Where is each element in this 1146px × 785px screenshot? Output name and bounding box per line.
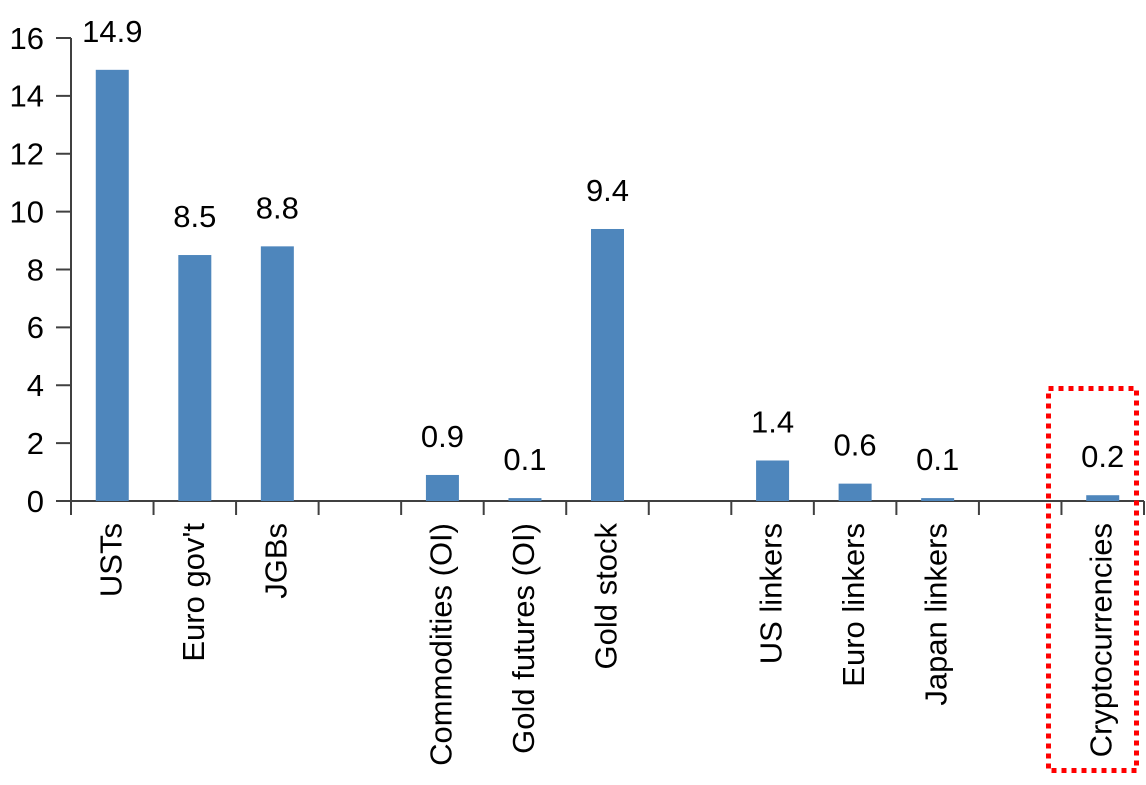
y-tick-label: 10 bbox=[10, 194, 44, 229]
bar bbox=[756, 460, 790, 501]
category-label: Cryptocurrencies bbox=[1084, 523, 1119, 757]
bar-value-label: 0.9 bbox=[421, 419, 464, 454]
bar-value-label: 14.9 bbox=[82, 14, 142, 49]
bar bbox=[178, 255, 212, 501]
bar bbox=[921, 498, 955, 501]
y-tick-label: 4 bbox=[27, 368, 44, 403]
bar-value-label: 9.4 bbox=[586, 173, 629, 208]
category-label: Japan linkers bbox=[919, 523, 954, 706]
category-label: USTs bbox=[93, 523, 128, 597]
category-label: Euro linkers bbox=[836, 523, 871, 687]
y-tick-label: 14 bbox=[10, 79, 44, 114]
bar bbox=[838, 483, 872, 501]
bar-value-label: 8.5 bbox=[173, 199, 216, 234]
category-label: Commodities (OI) bbox=[423, 523, 458, 766]
bar-value-label: 0.1 bbox=[916, 442, 959, 477]
y-tick-label: 12 bbox=[10, 137, 44, 172]
bar-value-label: 0.6 bbox=[834, 428, 877, 463]
category-label: Gold stock bbox=[589, 523, 624, 670]
bar bbox=[425, 474, 459, 501]
y-tick-label: 8 bbox=[27, 252, 44, 287]
bar bbox=[1086, 495, 1120, 501]
y-tick-label: 16 bbox=[10, 21, 44, 56]
category-label: Euro gov't bbox=[176, 523, 211, 662]
bar bbox=[591, 228, 624, 502]
bar bbox=[260, 246, 294, 501]
bar-value-label: 0.1 bbox=[503, 442, 546, 477]
bar-value-label: 0.2 bbox=[1081, 439, 1124, 474]
category-label: JGBs bbox=[258, 523, 293, 599]
bar bbox=[95, 69, 129, 502]
category-label: Gold futures (OI) bbox=[506, 523, 541, 754]
category-label: US linkers bbox=[754, 523, 789, 664]
bar bbox=[508, 498, 542, 501]
highlight-box bbox=[1046, 386, 1139, 773]
y-tick-label: 2 bbox=[27, 426, 44, 461]
bar-value-label: 1.4 bbox=[751, 404, 794, 439]
y-tick-label: 0 bbox=[27, 484, 44, 519]
bar-value-label: 8.8 bbox=[256, 190, 299, 225]
y-tick-label: 6 bbox=[27, 310, 44, 345]
